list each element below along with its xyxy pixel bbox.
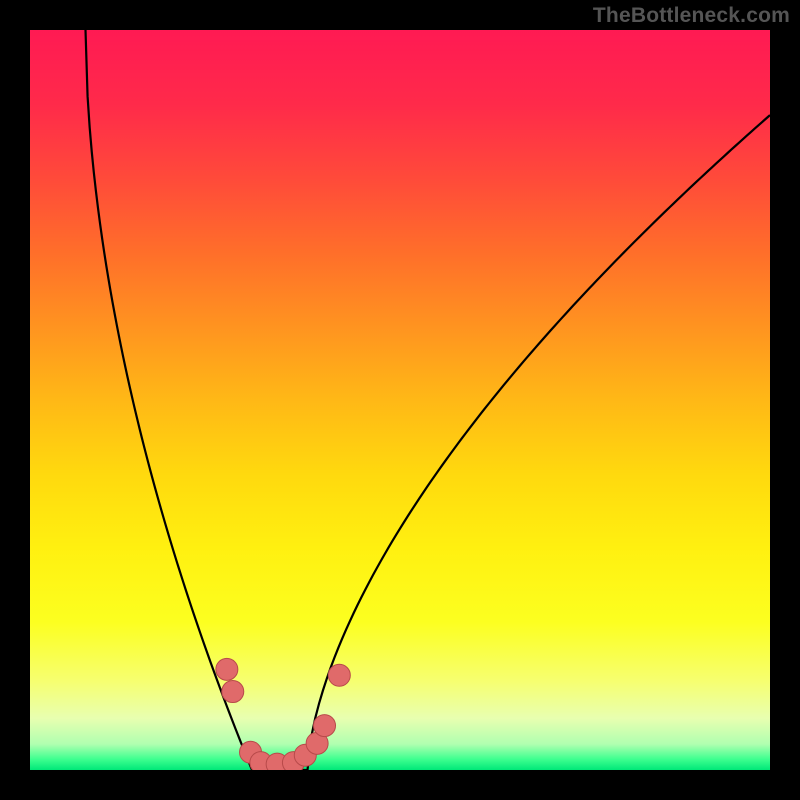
bottleneck-curve-chart <box>30 30 770 770</box>
watermark-text: TheBottleneck.com <box>593 4 790 28</box>
data-marker <box>222 681 244 703</box>
data-marker <box>328 664 350 686</box>
chart-frame: TheBottleneck.com <box>0 0 800 800</box>
data-marker <box>216 658 238 680</box>
data-marker <box>314 715 336 737</box>
gradient-background <box>30 30 770 770</box>
